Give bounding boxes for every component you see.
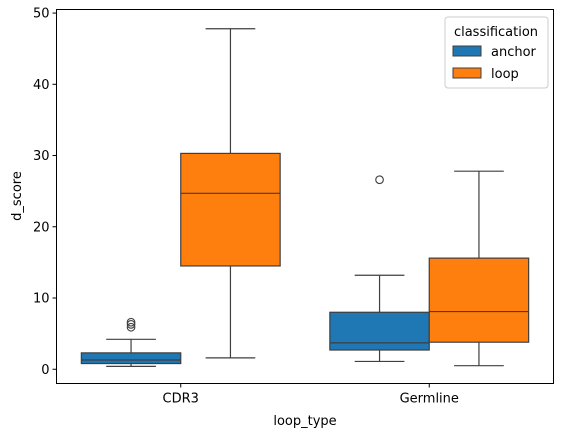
outlier-point xyxy=(126,320,136,329)
outlier-point xyxy=(126,322,136,332)
outlier-point xyxy=(126,317,136,327)
x-axis-label: loop_type xyxy=(273,414,336,429)
boxes-layer xyxy=(80,28,530,368)
y-tick-label: 10 xyxy=(33,292,50,307)
y-tick-label: 0 xyxy=(41,363,49,378)
legend-swatch-loop xyxy=(452,67,482,79)
box-loop-Germline xyxy=(428,170,530,367)
box-anchor-CDR3 xyxy=(80,317,182,368)
x-tick-label: CDR3 xyxy=(163,392,199,407)
box-iqr xyxy=(180,152,281,267)
box-iqr xyxy=(428,257,530,343)
x-tick-label: Germline xyxy=(400,392,459,407)
box-iqr xyxy=(329,311,430,351)
y-axis-label: d_score xyxy=(10,171,25,221)
legend-label-loop: loop xyxy=(491,67,519,82)
x-axis: CDR3 Germline xyxy=(163,383,459,407)
outlier-point xyxy=(375,175,384,185)
legend-label-anchor: anchor xyxy=(491,45,537,60)
y-tick-label: 30 xyxy=(33,149,50,164)
box-loop-CDR3 xyxy=(180,28,281,359)
box-iqr xyxy=(80,352,182,365)
y-axis: 0 10 20 30 40 50 xyxy=(33,7,57,378)
legend: classification anchor loop xyxy=(444,16,549,89)
legend-title: classification xyxy=(454,25,538,40)
y-tick-label: 20 xyxy=(33,220,50,235)
legend-swatch-anchor xyxy=(452,45,482,57)
y-tick-label: 50 xyxy=(33,7,50,22)
y-tick-label: 40 xyxy=(33,78,50,93)
box-anchor-Germline xyxy=(329,175,430,363)
